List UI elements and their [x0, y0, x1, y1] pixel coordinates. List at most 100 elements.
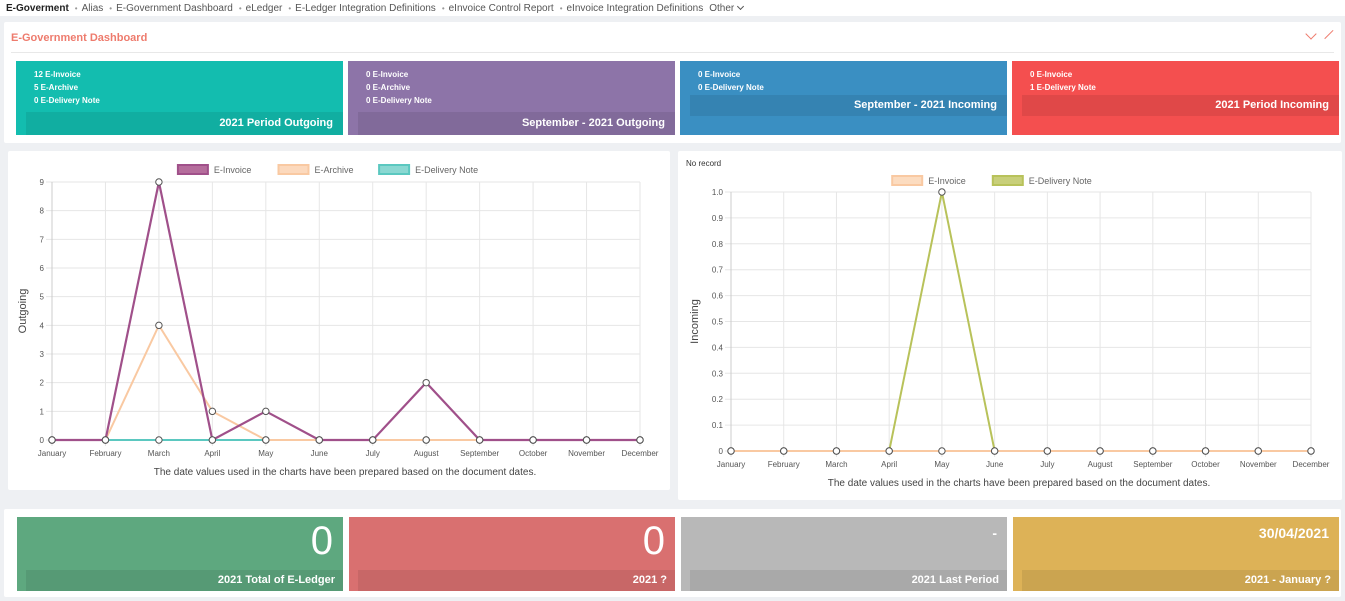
nav-item-label: eLedger [245, 2, 283, 14]
y-tick-label: 0.4 [712, 343, 724, 352]
data-point-e-delivery-note [1149, 447, 1157, 455]
y-tick-label: 0.5 [712, 318, 724, 327]
nav-item-eledger[interactable]: • eLedger [238, 2, 283, 14]
stat-footer: 2021 Period Incoming [1022, 95, 1339, 116]
stat-card-month-outgoing[interactable]: 0 E-Invoice 0 E-Archive 0 E-Delivery Not… [348, 61, 675, 135]
stat-line: 1 E-Delivery Note [1030, 83, 1096, 92]
data-point-e-delivery-note [780, 447, 788, 455]
x-tick-label: May [258, 449, 273, 458]
data-point-e-archive [208, 407, 217, 416]
x-tick-label: April [204, 449, 220, 458]
kpi-label: 2021 - January ? [1022, 570, 1339, 591]
stat-line: 0 E-Invoice [698, 70, 741, 79]
nav-other-label: Other [709, 2, 735, 14]
data-point-e-delivery-note [101, 436, 110, 444]
stat-line: 0 E-Invoice [1030, 70, 1073, 79]
nav-item-e-government-dashboard[interactable]: • E-Government Dashboard [109, 2, 233, 14]
stat-card-month-incoming[interactable]: 0 E-Invoice 0 E-Delivery Note September … [680, 61, 1007, 135]
stat-lines: 0 E-Invoice 1 E-Delivery Note [1030, 68, 1096, 94]
y-tick-label: 3 [40, 350, 45, 359]
kpi-label: 2021 ? [358, 570, 675, 591]
x-tick-label: June [311, 449, 329, 458]
chart-note: The date values used in the charts have … [828, 478, 1211, 489]
incoming-chart-card: No record E-Invoice E-Delivery Note 0 0.1 0.… [678, 151, 1342, 500]
nav-item-label: Alias [81, 2, 104, 14]
kpi-label: 2021 Total of E-Ledger [26, 570, 343, 591]
chevron-down-icon[interactable] [1305, 28, 1317, 40]
data-point-e-delivery-note [832, 447, 841, 455]
kpi-card-2021[interactable]: 0 2021 ? [349, 517, 675, 591]
outgoing-chart: E-Invoice E-Archive E-Delivery Note 0 1 2 3 4 5 6… [17, 164, 659, 478]
incoming-chart: E-Invoice E-Delivery Note 0 0.1 0.2 0.3 0.4 0.5… [689, 175, 1330, 489]
stat-footer: September - 2021 Incoming [690, 95, 1007, 116]
legend-label-e-delivery-note: E-Delivery Note [415, 165, 478, 175]
stat-footer: 2021 Period Outgoing [26, 112, 343, 135]
data-point-e-archive [155, 321, 163, 330]
kpi-card-last-period[interactable]: - 2021 Last Period [681, 517, 1007, 591]
x-tick-label: November [1240, 460, 1277, 469]
nav-item-einvoice-control-report[interactable]: • eInvoice Control Report [441, 2, 554, 14]
nav-item-e-goverment[interactable]: E-Goverment [6, 2, 69, 14]
y-tick-label: 5 [40, 293, 45, 302]
legend-swatch-e-invoice [891, 175, 924, 186]
data-point-e-invoice [422, 378, 430, 387]
kpi-value: 0 [642, 519, 665, 563]
no-record-label: No record [686, 159, 722, 168]
x-tick-label: January [717, 460, 745, 469]
x-tick-label: April [881, 460, 897, 469]
kpi-value: 0 [310, 519, 333, 563]
nav-item-label: eInvoice Integration Definitions [566, 2, 704, 14]
stat-lines: 12 E-Invoice 5 E-Archive 0 E-Delivery No… [34, 68, 100, 107]
x-tick-label: August [414, 449, 440, 458]
stat-card-period-incoming[interactable]: 0 E-Invoice 1 E-Delivery Note 2021 Perio… [1012, 61, 1339, 135]
y-axis-label: Incoming [689, 299, 701, 344]
x-tick-label: March [825, 460, 847, 469]
y-tick-label: 0.7 [712, 266, 724, 275]
x-tick-label: September [460, 449, 499, 458]
legend-swatch-e-invoice [176, 164, 209, 175]
stat-footer: September - 2021 Outgoing [358, 112, 675, 135]
expand-icon[interactable] [1323, 30, 1333, 40]
y-tick-label: 0.8 [712, 240, 724, 249]
dashboard-panel: E-Government Dashboard 12 E-Invoice 5 E-… [4, 22, 1341, 143]
data-point-e-delivery-note [1043, 447, 1052, 455]
data-point-e-delivery-note [475, 436, 484, 444]
data-point-e-delivery-note [1096, 447, 1104, 455]
y-tick-label: 0.2 [712, 395, 724, 404]
chevron-down-icon [737, 2, 745, 11]
nav-item-einvoice-integration-definitions[interactable]: • eInvoice Integration Definitions [559, 2, 704, 14]
stat-line: 0 E-Delivery Note [366, 96, 432, 105]
legend-swatch-e-delivery-note [991, 175, 1024, 186]
chart-note: The date values used in the charts have … [154, 467, 537, 478]
data-point-e-delivery-note [208, 436, 217, 444]
y-tick-label: 9 [40, 178, 45, 187]
stat-line: 5 E-Archive [34, 83, 79, 92]
nav-item-e-ledger-integration-definitions[interactable]: • E-Ledger Integration Definitions [288, 2, 436, 14]
kpi-card-january[interactable]: 30/04/2021 2021 - January ? [1013, 517, 1339, 591]
panel-title: E-Government Dashboard [11, 32, 148, 44]
nav-item-alias[interactable]: • Alias [74, 2, 104, 14]
stat-lines: 0 E-Invoice 0 E-Delivery Note [698, 68, 764, 94]
stat-card-period-outgoing[interactable]: 12 E-Invoice 5 E-Archive 0 E-Delivery No… [16, 61, 343, 135]
outgoing-chart-card: E-Invoice E-Archive E-Delivery Note 0 1 2 3 4 5 6… [8, 151, 670, 490]
kpi-card-e-ledger-total[interactable]: 0 2021 Total of E-Ledger [17, 517, 343, 591]
y-tick-label: 6 [40, 264, 45, 273]
data-point-e-delivery-note [529, 436, 537, 444]
legend-label-e-invoice: E-Invoice [928, 176, 966, 186]
legend-label-e-invoice: E-Invoice [214, 165, 252, 175]
kpi-panel: 0 2021 Total of E-Ledger 0 2021 ? - 2021… [4, 509, 1341, 597]
nav-other-menu[interactable]: Other [709, 2, 745, 14]
data-point-e-invoice [155, 178, 163, 186]
x-tick-label: July [1040, 460, 1054, 469]
x-tick-label: November [568, 449, 605, 458]
data-point-e-delivery-note [938, 188, 946, 196]
y-tick-label: 0.3 [712, 369, 724, 378]
data-point-e-delivery-note [582, 436, 591, 444]
nav-item-label: E-Ledger Integration Definitions [295, 2, 436, 14]
x-tick-label: December [1293, 460, 1330, 469]
series-line-e-invoice [52, 181, 640, 442]
legend-label-e-delivery-note: E-Delivery Note [1029, 176, 1092, 186]
data-point-e-delivery-note [1201, 447, 1210, 455]
data-point-e-delivery-note [48, 436, 56, 444]
legend-swatch-e-archive [277, 164, 310, 175]
